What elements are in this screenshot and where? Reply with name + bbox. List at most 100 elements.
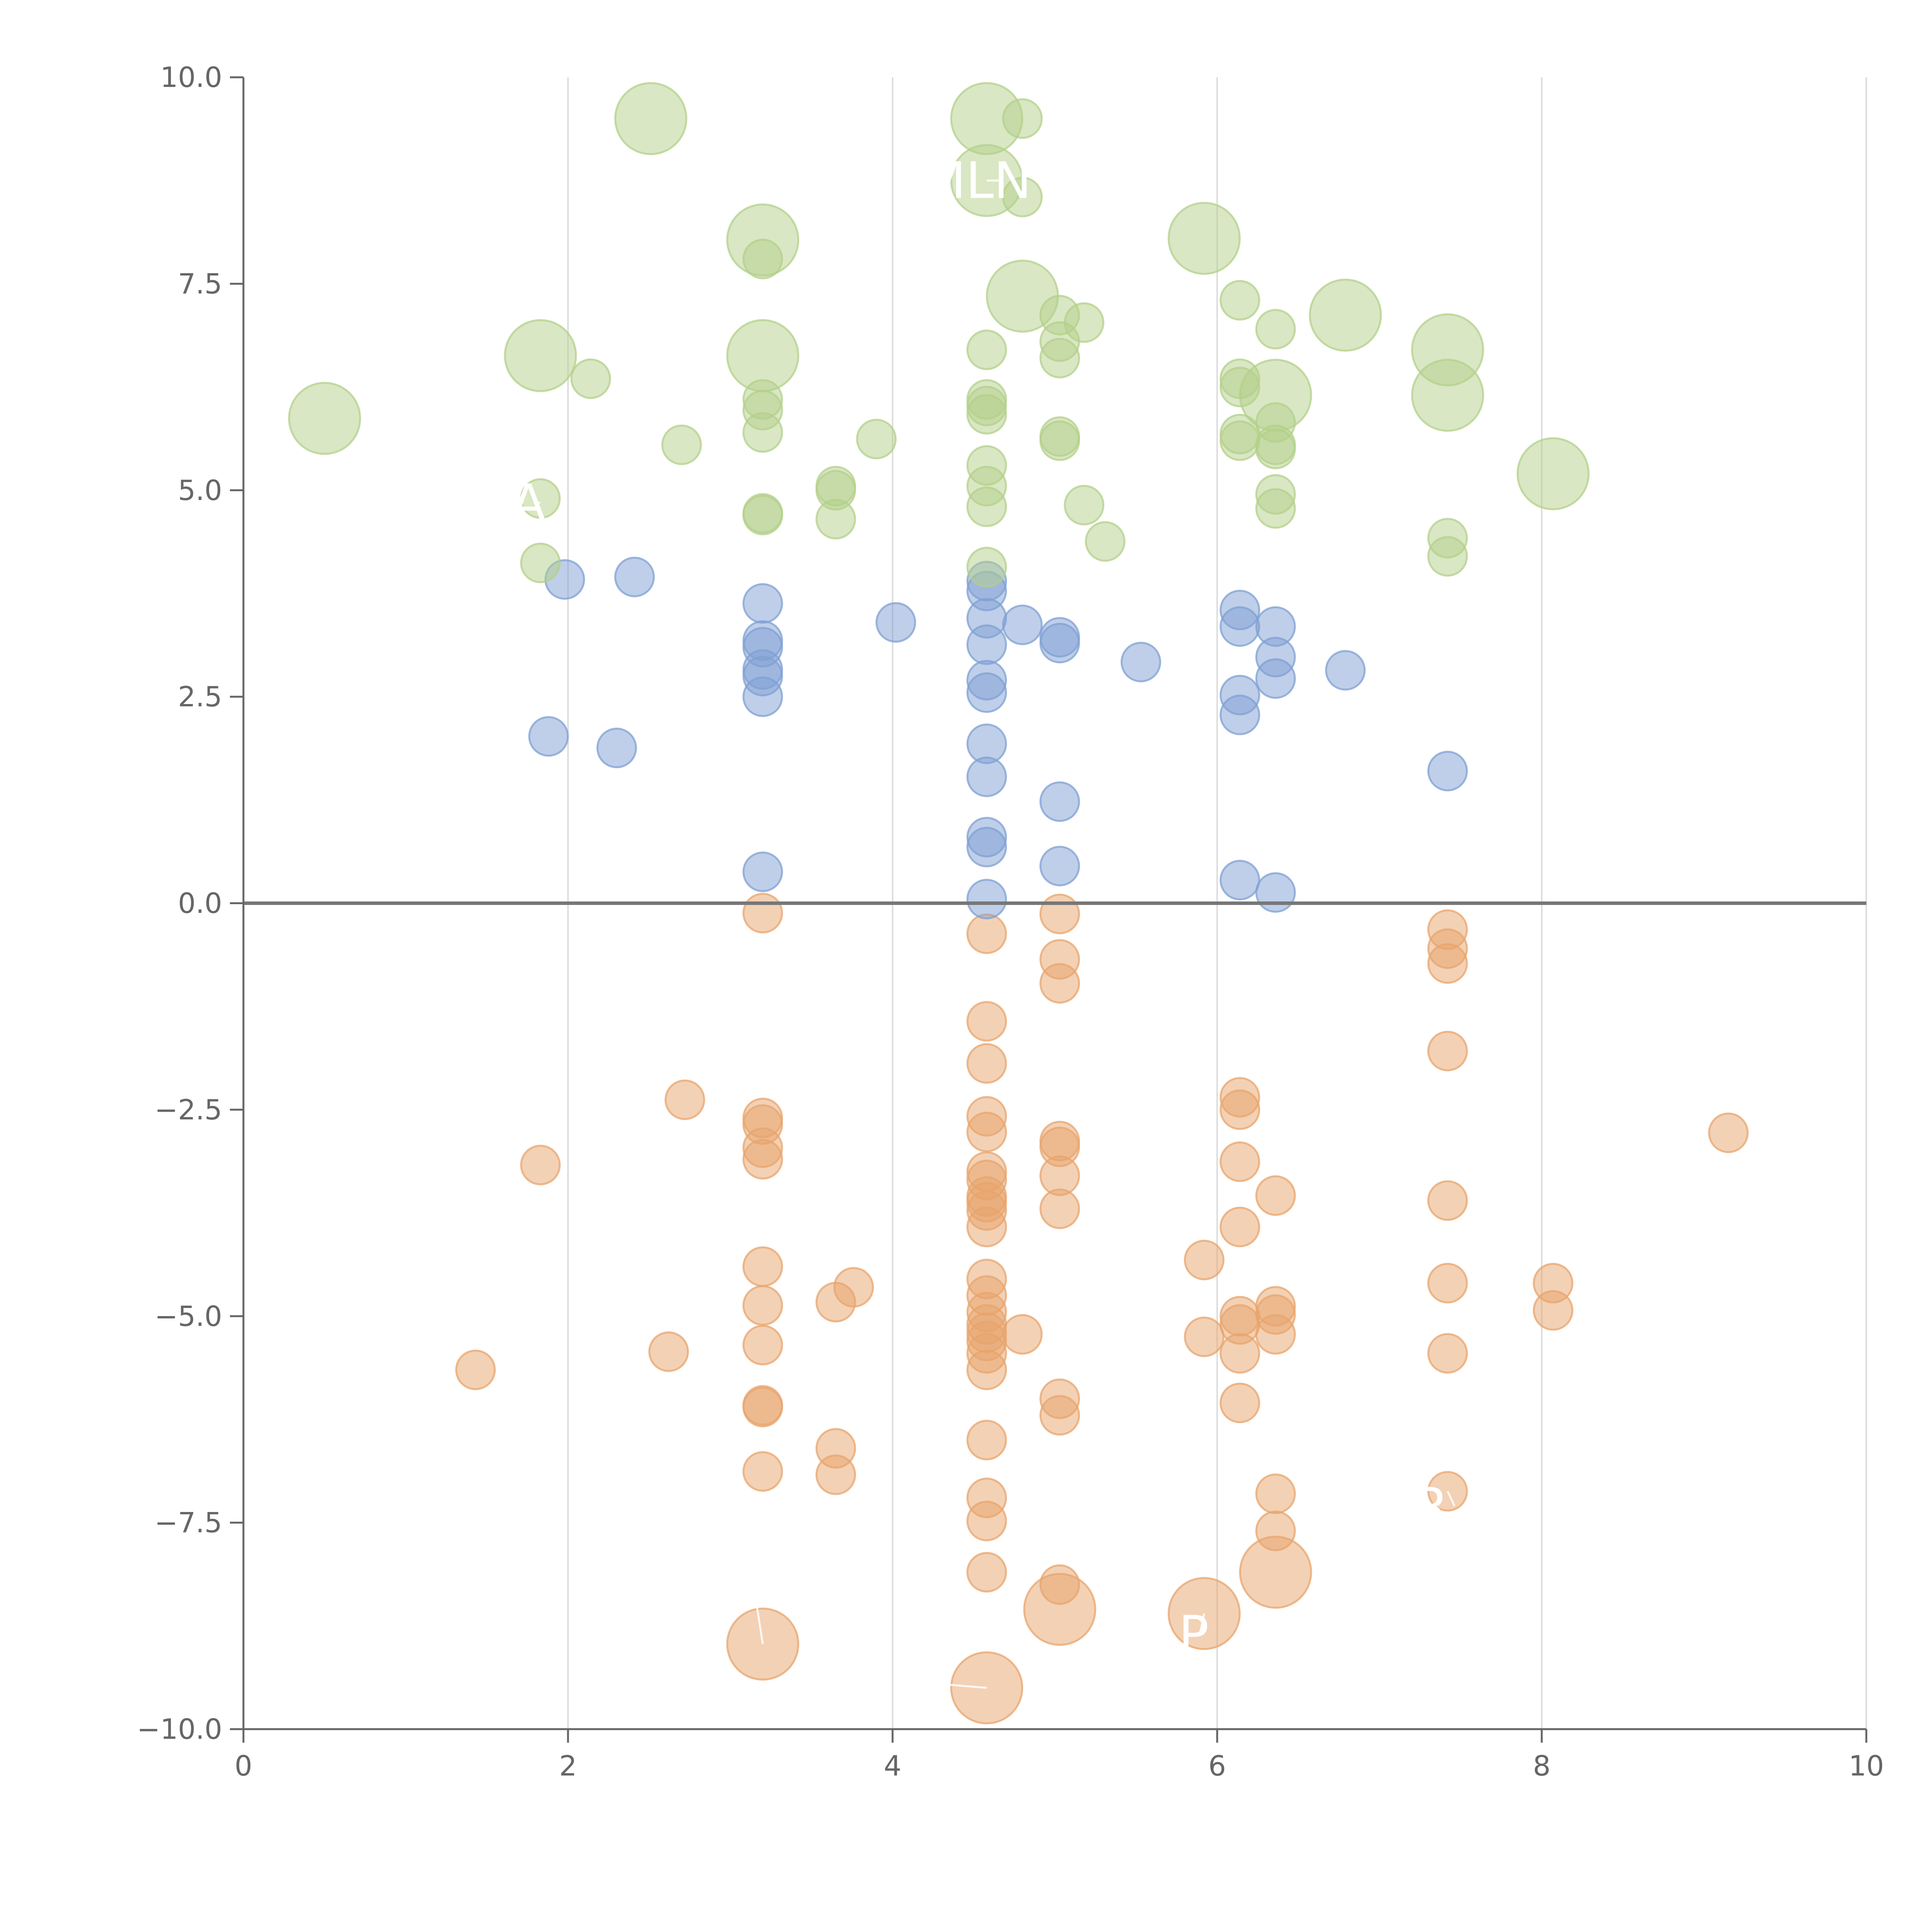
data-point: [1325, 650, 1366, 691]
data-point: [1255, 1175, 1296, 1216]
data-point: [966, 1001, 1007, 1042]
data-point: [742, 412, 783, 453]
data-point: [1239, 1536, 1312, 1609]
data-point: [520, 478, 561, 519]
data-point: [1219, 606, 1260, 647]
data-point: [742, 676, 783, 717]
y-tick-label: −10.0: [137, 1713, 222, 1745]
data-point: [1219, 1206, 1260, 1247]
data-point: [1023, 1573, 1097, 1646]
data-point: [520, 1145, 561, 1185]
data-point: [1219, 860, 1260, 901]
y-tick-label: 2.5: [178, 680, 222, 713]
data-point: [966, 1420, 1007, 1461]
data-point: [1532, 1290, 1573, 1331]
data-point: [875, 602, 916, 643]
x-tick-label: 2: [559, 1750, 577, 1782]
axes: 10.0 7.5 5.0 2.5 0.0 −2.5 −5.0 −7.5 −10.0 0 2 4 6 8 10: [137, 61, 1884, 1782]
label-leader-line: [937, 1682, 987, 1689]
data-point: [966, 1112, 1007, 1153]
data-point: [742, 1246, 783, 1287]
data-point: [1039, 420, 1080, 461]
data-point: [1219, 1141, 1260, 1182]
data-point: [966, 672, 1007, 713]
label-leader-line: [755, 1605, 764, 1645]
data-point: [1039, 1188, 1080, 1229]
data-point: [742, 851, 783, 892]
data-point: [614, 556, 655, 597]
data-point: [833, 1267, 874, 1308]
data-point: [966, 1552, 1007, 1593]
data-point: [1255, 872, 1296, 913]
point-label: K: [897, 1654, 931, 1713]
data-point: [1708, 1112, 1749, 1153]
data-point: [614, 82, 687, 155]
data-point: [1255, 429, 1296, 469]
data-point: [504, 319, 577, 392]
x-tick-label: 8: [1533, 1750, 1551, 1782]
data-point: [986, 259, 1059, 333]
data-point: [1255, 658, 1296, 699]
data-point: [1427, 1333, 1468, 1374]
data-point: [1039, 845, 1080, 886]
data-point: [1516, 437, 1590, 510]
data-point: [1039, 338, 1080, 379]
data-points: [288, 82, 1749, 1725]
data-point: [1427, 1180, 1468, 1221]
data-point: [742, 495, 783, 536]
data-point: [815, 499, 856, 540]
data-point: [966, 879, 1007, 920]
data-point: [950, 82, 1024, 155]
point-label: BA: [477, 473, 546, 532]
data-point: [455, 1349, 496, 1390]
data-point: [528, 716, 569, 757]
data-point: [1219, 280, 1260, 321]
data-point: [966, 486, 1007, 527]
data-point: [966, 756, 1007, 797]
data-point: [664, 1079, 705, 1120]
data-point: [1039, 893, 1080, 934]
data-point: [1219, 1383, 1260, 1423]
point-label: AP: [1144, 1605, 1209, 1663]
data-point: [1167, 202, 1241, 275]
point-label: P: [718, 1576, 748, 1634]
data-point: [966, 547, 1007, 588]
data-point: [1411, 359, 1484, 432]
y-tick-label: −2.5: [155, 1094, 222, 1126]
data-point: [1184, 1240, 1225, 1281]
data-point: [648, 1331, 689, 1372]
data-point: [1427, 1031, 1468, 1071]
data-point: [742, 1139, 783, 1180]
data-point: [1219, 1089, 1260, 1130]
data-point: [966, 913, 1007, 954]
data-point: [1039, 622, 1080, 663]
data-point: [1427, 536, 1468, 577]
data-point: [966, 394, 1007, 435]
data-point: [966, 1500, 1007, 1541]
data-point: [726, 319, 799, 392]
y-tick-label: 0.0: [178, 887, 222, 920]
data-point: [520, 543, 561, 583]
y-tick-label: 10.0: [160, 61, 222, 94]
point-label: MLN: [922, 151, 1031, 210]
data-point: [1039, 781, 1080, 822]
data-point: [742, 583, 783, 624]
data-point: [1427, 751, 1468, 791]
y-tick-label: −7.5: [155, 1507, 222, 1539]
y-tick-label: 7.5: [178, 267, 222, 300]
x-tick-label: 0: [235, 1750, 252, 1782]
data-point: [742, 1285, 783, 1326]
data-point: [1309, 279, 1382, 352]
data-point: [966, 624, 1007, 665]
data-point: [1255, 309, 1296, 350]
data-point: [1064, 485, 1105, 526]
data-point: [966, 1206, 1007, 1247]
data-point: [1255, 1473, 1296, 1514]
data-point: [661, 424, 702, 465]
data-point: [288, 382, 361, 455]
data-point: [1219, 694, 1260, 735]
data-point: [856, 418, 897, 459]
data-point: [1002, 1314, 1043, 1355]
label-leader-line: [1199, 1613, 1205, 1634]
